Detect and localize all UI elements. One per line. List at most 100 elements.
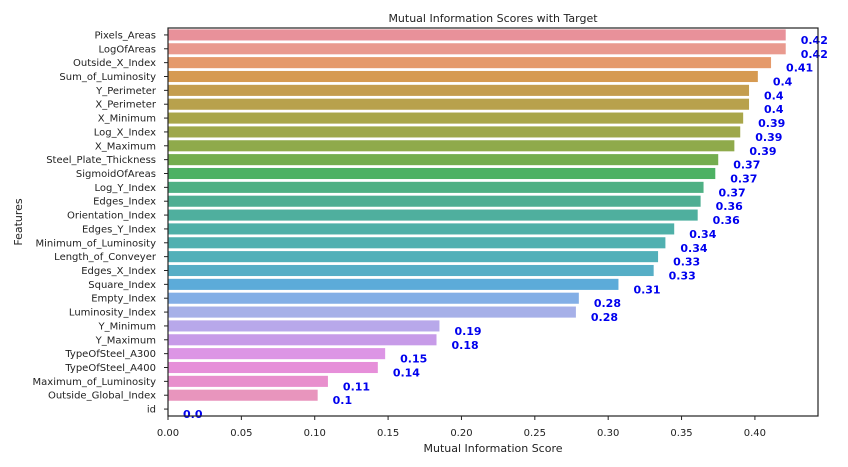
data-label: 0.37 [719,186,746,199]
y-tick-label: id [147,405,156,416]
data-label: 0.1 [333,394,353,407]
bar-sigmoidofareas [168,167,716,180]
data-label: 0.34 [689,228,716,241]
data-label: 0.15 [400,353,427,366]
bar-edges-y-index [168,223,675,235]
data-label: 0.18 [452,339,479,352]
x-tick-label: 0.20 [450,428,472,439]
y-tick-label: Edges_X_Index [81,266,156,277]
bar-empty-index [168,292,579,304]
x-tick-label: 0.10 [304,428,326,439]
y-tick-label: LogOfAreas [99,44,156,55]
data-label: 0.4 [764,103,784,116]
bar-y-maximum [168,334,437,346]
y-tick-label: Pixels_Areas [94,30,156,41]
y-tick-label: X_Maximum [95,141,156,152]
y-tick-label: Steel_Plate_Thickness [46,155,156,166]
bar-y-perimeter [168,84,750,96]
y-tick-label: Maximum_of_Luminosity [33,377,157,388]
bar-edges-x-index [168,264,654,277]
y-tick-label: Y_Maximum [95,335,156,346]
y-tick-label: Length_of_Conveyer [54,252,157,263]
bar-minimum-of-luminosity [168,237,666,249]
data-label: 0.33 [673,256,700,269]
data-label: 0.37 [733,159,760,172]
x-tick-label: 0.05 [230,428,252,439]
y-tick-label: Y_Minimum [98,321,156,332]
bar-y-minimum [168,320,440,332]
plot-frame [167,27,819,417]
bar-steel-plate-thickness [168,154,719,166]
data-label: 0.28 [594,297,621,310]
y-tick-label: Y_Perimeter [95,86,157,97]
data-label: 0.37 [730,173,757,186]
x-ticks: 0.00 0.05 0.10 0.15 0.20 0.25 0.30 0.35 0.40 [157,416,766,439]
x-tick-label: 0.30 [597,428,619,439]
x-axis-label: Mutual Information Score [423,442,562,455]
data-label: 0.42 [801,48,828,61]
bar-outside-x-index [168,57,772,69]
chart-title: Mutual Information Scores with Target [388,12,598,25]
data-label: 0.4 [773,76,793,89]
data-label: 0.14 [393,367,420,380]
bar-log-x-index [168,126,741,138]
bar-length-of-conveyer [168,251,659,263]
y-tick-label: SigmoidOfAreas [76,169,156,180]
data-label: 0.28 [591,311,618,324]
bar-logofareas [168,43,786,55]
y-tick-label: X_Perimeter [95,100,157,111]
data-label: 0.39 [755,131,782,144]
y-tick-label: X_Minimum [98,114,156,125]
y-tick-label: TypeOfSteel_A300 [64,349,156,360]
y-tick-label: Edges_Y_Index [82,224,156,235]
y-tick-label: Sum_of_Luminosity [59,72,156,83]
x-tick-label: 0.00 [157,428,179,439]
x-tick-label: 0.25 [524,428,546,439]
bar-log-y-index [168,181,704,193]
data-label: 0.19 [454,325,481,338]
bars-group [168,29,786,401]
y-tick-label: Minimum_of_Luminosity [35,238,156,249]
x-tick-label: 0.15 [377,428,399,439]
bar-maximum-of-luminosity [168,375,328,387]
y-tick-label: Outside_Global_Index [48,391,156,402]
bar-luminosity-index [168,306,576,318]
data-label: 0.34 [680,242,707,255]
y-tick-label: Log_X_Index [94,127,156,138]
bar-x-minimum [168,112,744,124]
data-label: 0.42 [801,34,828,47]
data-label: 0.39 [758,117,785,130]
bar-square-index [168,278,619,290]
y-tick-label: Edges_Index [93,197,156,208]
x-tick-label: 0.40 [744,428,766,439]
data-label: 0.31 [633,283,660,296]
y-axis-label: Features [12,198,25,246]
data-label: 0.11 [343,380,370,393]
bar-orientation-index [168,209,698,221]
y-tick-label: Log_Y_Index [95,183,157,194]
data-label: 0.39 [749,145,776,158]
y-tick-label: Outside_X_Index [73,58,156,69]
bar-x-maximum [168,140,735,152]
y-tick-label: Orientation_Index [67,211,156,222]
data-label: 0.36 [713,214,740,227]
data-labels: 0.420.420.410.40.40.40.390.390.390.370.3… [183,34,828,421]
bar-x-perimeter [168,98,750,110]
y-tick-label: Empty_Index [91,294,156,305]
bar-typeofsteel-a400 [168,361,378,374]
bar-sum-of-luminosity [168,70,758,83]
bar-typeofsteel-a300 [168,348,386,360]
data-label: 0.36 [716,200,743,213]
bar-outside-global-index [168,389,318,401]
y-tick-labels: Pixels_Areas LogOfAreas Outside_X_Index Sum… [33,30,168,416]
data-label: 0.0 [183,408,203,421]
x-tick-label: 0.35 [670,428,692,439]
bar-edges-index [168,195,701,207]
y-tick-label: Square_Index [88,280,156,291]
y-tick-label: Luminosity_Index [69,308,156,319]
data-label: 0.41 [786,62,813,75]
data-label: 0.33 [669,270,696,283]
data-label: 0.4 [764,89,784,102]
y-tick-label: TypeOfSteel_A400 [64,363,156,374]
